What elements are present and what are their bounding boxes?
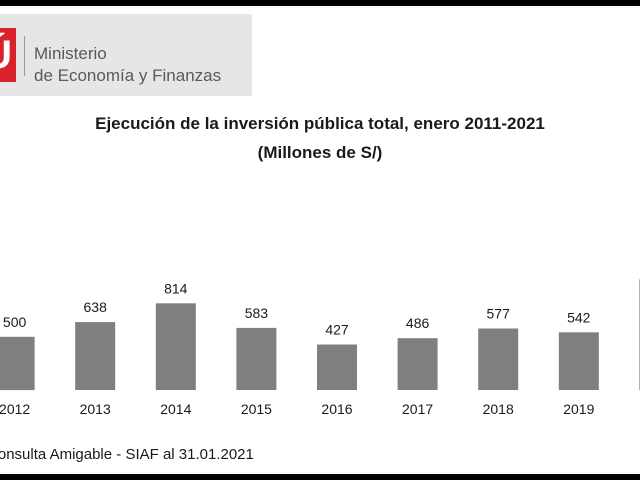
x-tick-2012: 2012 <box>0 401 30 417</box>
x-tick-2018: 2018 <box>483 401 514 417</box>
bar-2018 <box>478 328 519 390</box>
x-tick-2015: 2015 <box>241 401 272 417</box>
bar-chart: 2011500201263820138142014583201542720164… <box>0 279 640 417</box>
bar-2015 <box>236 327 277 390</box>
data-label-2018: 577 <box>487 306 511 322</box>
x-tick-2019: 2019 <box>563 401 594 417</box>
x-tick-2016: 2016 <box>321 401 352 417</box>
logo-divider <box>24 36 25 76</box>
logo-text-line2: de Economía y Finanzas <box>34 66 222 85</box>
data-label-2017: 486 <box>406 315 430 331</box>
bar-2012 <box>0 336 35 391</box>
data-label-2015: 583 <box>245 305 269 321</box>
bar-2014 <box>155 303 196 390</box>
data-label-2016: 427 <box>325 322 349 338</box>
source-note: Fuente: Consulta Amigable - SIAF al 31.0… <box>0 446 254 463</box>
data-label-2019: 542 <box>567 309 591 325</box>
x-tick-2013: 2013 <box>80 401 111 417</box>
data-label-2014: 814 <box>164 280 188 296</box>
bar-2016 <box>317 344 357 390</box>
bar-2017 <box>397 338 438 390</box>
chart-frame: Ú Ministerio de Economía y Finanzas Ejec… <box>0 6 640 474</box>
bar-2013 <box>75 322 116 390</box>
data-label-2012: 500 <box>3 314 27 330</box>
x-tick-2017: 2017 <box>402 401 433 417</box>
bar-2019 <box>558 332 599 390</box>
ministry-logo: Ú Ministerio de Economía y Finanzas <box>0 14 252 96</box>
logo-emblem: Ú <box>0 28 16 82</box>
data-label-2013: 638 <box>84 299 108 315</box>
logo-text-line1: Ministerio <box>34 44 107 63</box>
chart-title: Ejecución de la inversión pública total,… <box>95 114 545 133</box>
x-tick-2014: 2014 <box>160 401 191 417</box>
chart-subtitle: (Millones de S/) <box>257 143 383 162</box>
